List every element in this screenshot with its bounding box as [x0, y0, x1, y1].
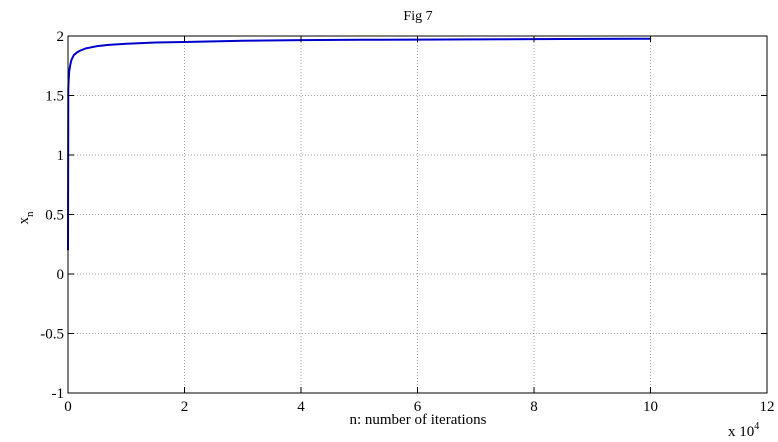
y-tick-label: 1.5	[45, 89, 64, 105]
x-tick-label: 0	[64, 399, 72, 415]
y-axis-label-subscript: n	[24, 211, 36, 217]
chart-title: Fig 7	[403, 9, 432, 24]
y-axis-label: xn	[16, 211, 36, 225]
x-tick-label: 10	[643, 399, 658, 415]
x-axis-multiplier: x 104	[728, 421, 759, 440]
y-tick-label: 1	[57, 148, 65, 164]
x-tick-label: 12	[760, 399, 775, 415]
x-axis-multiplier-base: x 10	[728, 424, 754, 440]
x-tick-label: 6	[414, 399, 422, 415]
series-line-group	[67, 37, 651, 251]
x-axis-multiplier-exponent: 4	[754, 421, 759, 432]
series-line	[67, 37, 651, 251]
axis-ticks: 0 2 4 6 8 10 12 -1 -0.5 0 0.5 1 1.5 2	[40, 29, 774, 415]
y-tick-label: -1	[52, 386, 65, 402]
grid	[68, 36, 767, 393]
x-tick-label: 8	[530, 399, 538, 415]
y-tick-label: -0.5	[40, 327, 64, 343]
y-tick-label: 0	[57, 267, 65, 283]
x-axis-label: n: number of iterations	[349, 412, 486, 428]
x-tick-label: 4	[297, 399, 305, 415]
y-axis-label-main: x	[16, 217, 32, 225]
x-tick-label: 2	[181, 399, 189, 415]
y-tick-label: 0.5	[45, 208, 64, 224]
y-tick-label: 2	[57, 29, 65, 45]
